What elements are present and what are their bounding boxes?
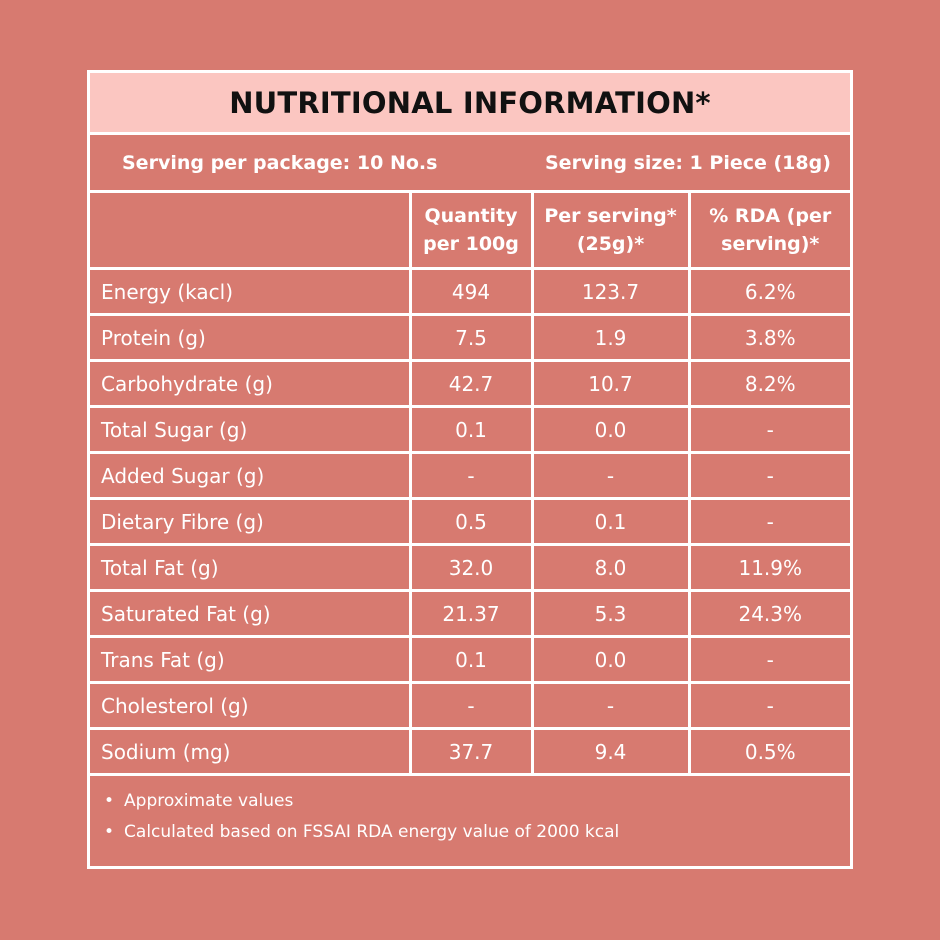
quantity-per-100g: 21.37 [408, 589, 534, 638]
table-row: Carbohydrate (g) 42.7 10.7 8.2% [90, 359, 850, 408]
per-serving-value: 0.0 [530, 635, 691, 684]
header-quantity: Quantity per 100g [408, 193, 534, 270]
nutrition-panel: NUTRITIONAL INFORMATION* Serving per pac… [87, 70, 853, 869]
table-row: Added Sugar (g) - - - [90, 451, 850, 500]
header-per-serving: Per serving* (25g)* [530, 193, 691, 270]
table-row: Cholesterol (g) - - - [90, 681, 850, 730]
header-rda-line2: serving)* [721, 233, 820, 255]
quantity-per-100g: 494 [408, 268, 534, 316]
table-row: Saturated Fat (g) 21.37 5.3 24.3% [90, 589, 850, 638]
title-band: NUTRITIONAL INFORMATION* [90, 73, 850, 135]
quantity-per-100g: 0.1 [408, 405, 534, 454]
quantity-per-100g: 0.5 [408, 497, 534, 546]
nutrient-name: Protein (g) [90, 313, 412, 362]
rda-percent: - [687, 405, 850, 454]
quantity-per-100g: 0.1 [408, 635, 534, 684]
rda-percent: 11.9% [687, 543, 850, 592]
per-serving-value: 5.3 [530, 589, 691, 638]
header-rda-line1: % RDA (per [709, 205, 832, 227]
nutrient-name: Saturated Fat (g) [90, 589, 412, 638]
footnotes: Approximate values Calculated based on F… [90, 776, 850, 848]
per-serving-value: - [530, 681, 691, 730]
footnote-item: Calculated based on FSSAI RDA energy val… [104, 817, 850, 848]
quantity-per-100g: 42.7 [408, 359, 534, 408]
nutrient-name: Added Sugar (g) [90, 451, 412, 500]
per-serving-value: 0.0 [530, 405, 691, 454]
per-serving-value: 10.7 [530, 359, 691, 408]
per-serving-value: - [530, 451, 691, 500]
rda-percent: - [687, 451, 850, 500]
quantity-per-100g: - [408, 681, 534, 730]
quantity-per-100g: 32.0 [408, 543, 534, 592]
table-row: Total Fat (g) 32.0 8.0 11.9% [90, 543, 850, 592]
nutrient-name: Carbohydrate (g) [90, 359, 412, 408]
serving-size: Serving size: 1 Piece (18g) [545, 151, 831, 174]
header-quantity-line2: per 100g [423, 233, 519, 255]
rda-percent: 6.2% [687, 268, 850, 316]
nutrient-name: Energy (kacl) [90, 268, 412, 316]
per-serving-value: 0.1 [530, 497, 691, 546]
table-header-row: Quantity per 100g Per serving* (25g)* % … [90, 193, 850, 270]
table-row: Trans Fat (g) 0.1 0.0- [90, 635, 850, 684]
table-row: Dietary Fibre (g) 0.5 0.1- [90, 497, 850, 546]
rda-percent: 0.5% [687, 727, 850, 776]
header-per-serving-line1: Per serving* [544, 205, 677, 227]
nutrient-name: Cholesterol (g) [90, 681, 412, 730]
nutrient-name: Sodium (mg) [90, 727, 412, 776]
nutrient-name: Total Fat (g) [90, 543, 412, 592]
table-body: Energy (kacl) 494 123.7 6.2% Protein (g) 7.5 1… [90, 268, 850, 776]
nutrient-name: Trans Fat (g) [90, 635, 412, 684]
per-serving-value: 1.9 [530, 313, 691, 362]
header-per-serving-line2: (25g)* [576, 233, 645, 255]
header-rda: % RDA (per serving)* [687, 193, 850, 270]
rda-percent: 24.3% [687, 589, 850, 638]
rda-percent: - [687, 681, 850, 730]
quantity-per-100g: 7.5 [408, 313, 534, 362]
footnote-item: Approximate values [104, 786, 850, 817]
rda-percent: 3.8% [687, 313, 850, 362]
nutrient-name: Total Sugar (g) [90, 405, 412, 454]
per-serving-value: 8.0 [530, 543, 691, 592]
table-row: Protein (g) 7.5 1.9 3.8% [90, 313, 850, 362]
rda-percent: - [687, 635, 850, 684]
nutrient-name: Dietary Fibre (g) [90, 497, 412, 546]
rda-percent: - [687, 497, 850, 546]
rda-percent: 8.2% [687, 359, 850, 408]
table-row: Total Sugar (g) 0.1 0.0- [90, 405, 850, 454]
table-row: Energy (kacl) 494 123.7 6.2% [90, 268, 850, 316]
table-row: Sodium (mg) 37.7 9.4 0.5% [90, 727, 850, 776]
quantity-per-100g: 37.7 [408, 727, 534, 776]
header-quantity-line1: Quantity [424, 205, 518, 227]
page-title: NUTRITIONAL INFORMATION* [229, 85, 711, 120]
header-nutrient [90, 193, 412, 270]
serving-info-row: Serving per package: 10 No.s Serving siz… [90, 135, 850, 193]
quantity-per-100g: - [408, 451, 534, 500]
nutrition-table: Quantity per 100g Per serving* (25g)* % … [90, 193, 850, 776]
serving-per-package: Serving per package: 10 No.s [122, 151, 438, 174]
per-serving-value: 123.7 [530, 268, 691, 316]
per-serving-value: 9.4 [530, 727, 691, 776]
